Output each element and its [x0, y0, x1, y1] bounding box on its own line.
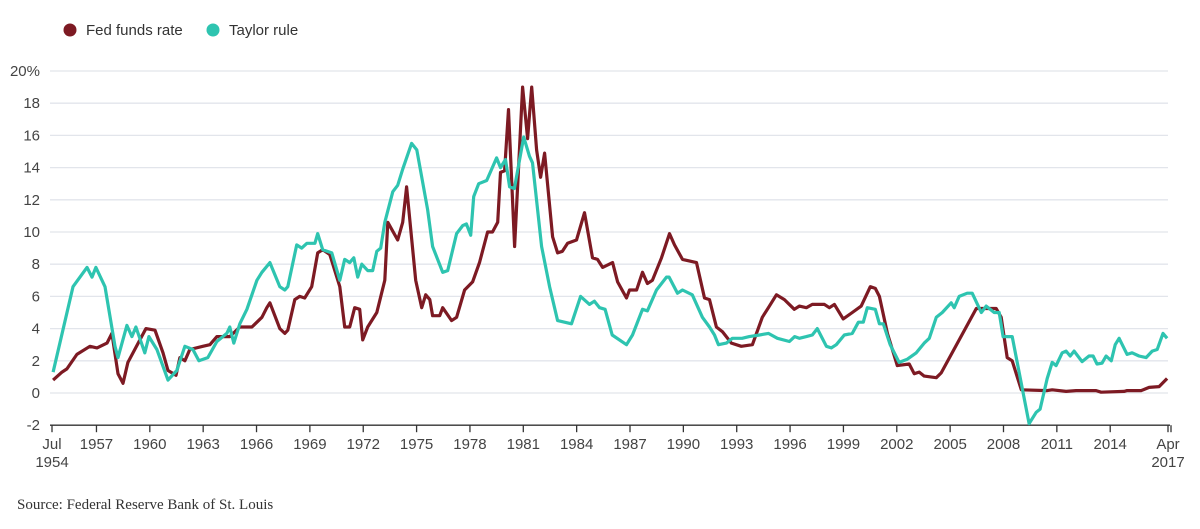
- x-tick-label: 2002: [880, 436, 913, 453]
- x-tick-label: 1975: [400, 436, 433, 453]
- y-tick-label: 8: [32, 256, 40, 273]
- y-tick-label: 6: [32, 288, 40, 305]
- y-tick-label: -2: [27, 417, 40, 434]
- x-tick-label: 1984: [560, 436, 593, 453]
- y-tick-label: 20%: [10, 63, 40, 80]
- x-tick-label: 1996: [773, 436, 806, 453]
- gridlines: [50, 70, 1168, 394]
- x-tick-label: 1960: [133, 436, 166, 453]
- x-tick-label-year: 2017: [1151, 454, 1184, 471]
- y-axis: 20% 18 16 14 12 10 8 6 4 2 0 -2: [10, 63, 40, 434]
- x-tick-label: 2008: [987, 436, 1020, 453]
- x-tick-label: 1993: [720, 436, 753, 453]
- y-tick-label: 10: [23, 224, 40, 241]
- x-tick-label: 1978: [453, 436, 486, 453]
- x-tick-label: 2014: [1094, 436, 1127, 453]
- y-tick-label: 4: [32, 321, 40, 338]
- series-line-fed-funds-rate: [52, 85, 1169, 394]
- x-tick-label: 1957: [80, 436, 113, 453]
- x-tick-label: 1999: [827, 436, 860, 453]
- x-tick-label: 2005: [933, 436, 966, 453]
- legend-marker-fed-funds: [63, 23, 77, 37]
- series-line-taylor-rule: [51, 135, 1169, 426]
- y-tick-label: 0: [32, 385, 40, 402]
- x-tick-label: 1981: [507, 436, 540, 453]
- legend: Fed funds rate Taylor rule: [63, 22, 298, 39]
- y-tick-label: 14: [23, 160, 40, 177]
- y-tick-label: 2: [32, 353, 40, 370]
- x-tick-label: 1990: [667, 436, 700, 453]
- x-tick-label: 1969: [293, 436, 326, 453]
- legend-marker-taylor-rule: [206, 23, 220, 37]
- x-tick-label: 1972: [347, 436, 380, 453]
- x-tick-label: Jul: [42, 436, 61, 453]
- series-lines: [51, 85, 1169, 426]
- x-tick-label: 2011: [1041, 436, 1073, 453]
- source-note: Source: Federal Reserve Bank of St. Loui…: [17, 497, 274, 513]
- y-tick-label: 16: [23, 127, 40, 144]
- x-tick-label: Apr: [1156, 436, 1179, 453]
- legend-label-fed-funds: Fed funds rate: [86, 22, 183, 39]
- x-tick-label-year: 1954: [35, 454, 68, 471]
- y-tick-label: 18: [23, 95, 40, 112]
- y-tick-label: 12: [23, 192, 40, 209]
- x-tick-label: 1987: [613, 436, 646, 453]
- legend-label-taylor-rule: Taylor rule: [229, 22, 298, 39]
- x-tick-label: 1966: [240, 436, 273, 453]
- x-tick-label: 1963: [186, 436, 219, 453]
